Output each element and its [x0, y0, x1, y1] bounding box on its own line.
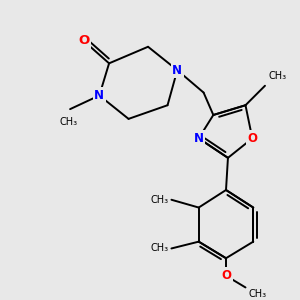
Text: N: N [94, 89, 104, 102]
Text: CH₃: CH₃ [269, 71, 287, 81]
Text: O: O [221, 269, 231, 282]
Text: N: N [194, 132, 204, 145]
Text: CH₃: CH₃ [248, 290, 266, 299]
Text: CH₃: CH₃ [150, 195, 169, 205]
Text: O: O [78, 34, 89, 47]
Text: N: N [172, 64, 182, 77]
Text: CH₃: CH₃ [150, 244, 169, 254]
Text: CH₃: CH₃ [59, 117, 77, 127]
Text: O: O [247, 132, 257, 145]
